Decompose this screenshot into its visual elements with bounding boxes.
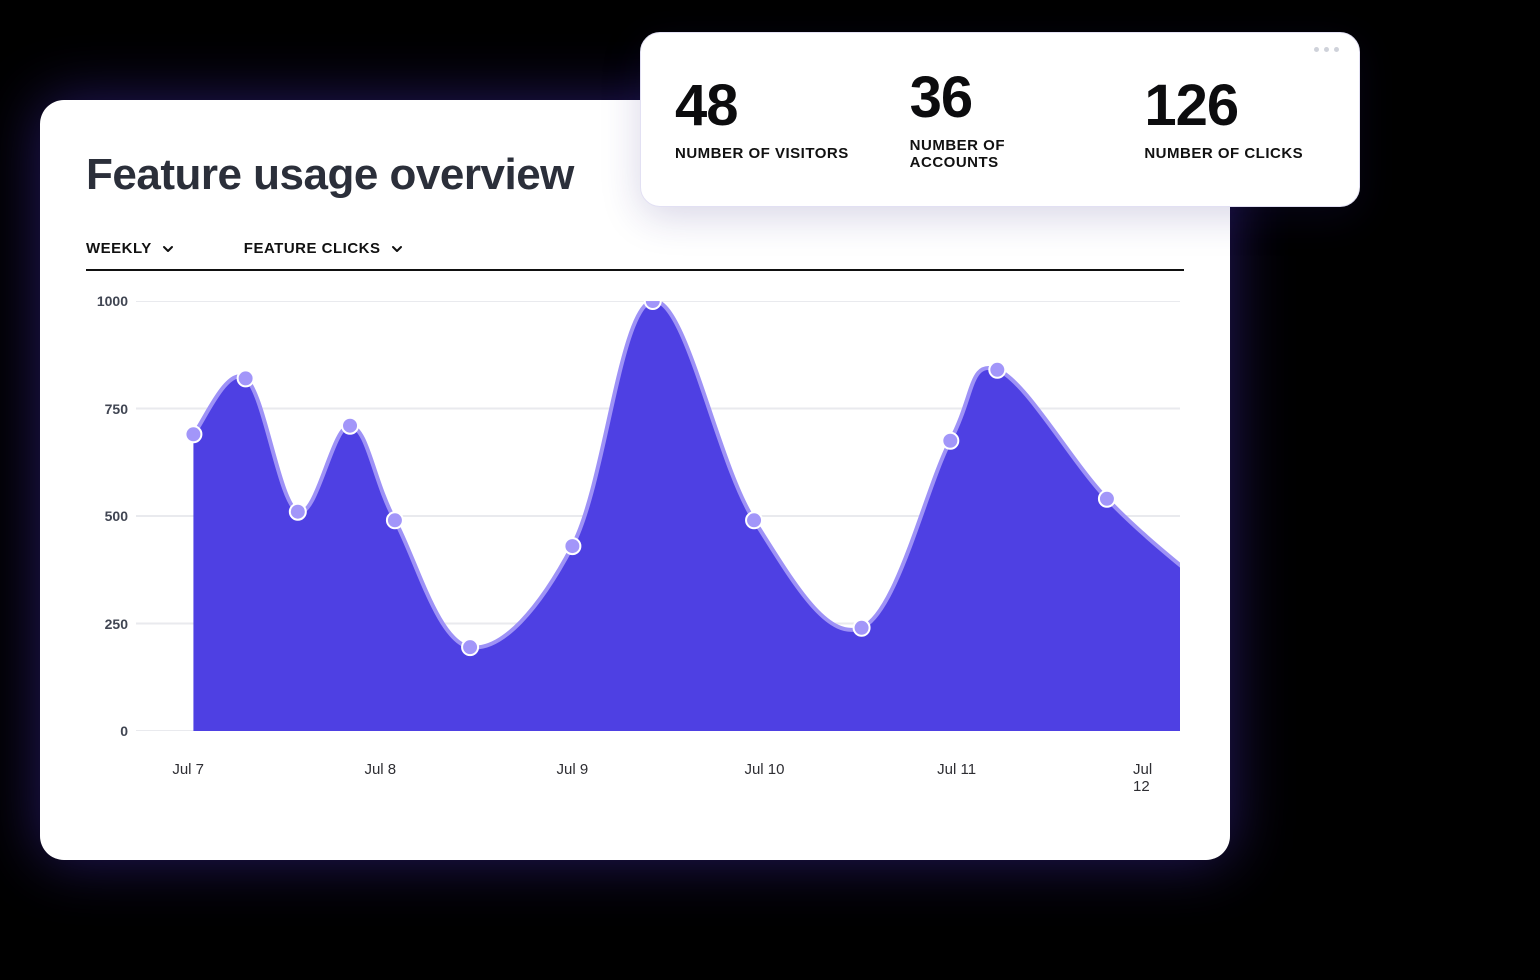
dot-icon — [1314, 47, 1319, 52]
x-tick-label: Jul 8 — [364, 761, 396, 778]
stat-accounts: 36 NUMBER OF ACCOUNTS — [910, 69, 1091, 171]
x-tick-label: Jul 10 — [744, 761, 784, 778]
stats-card: 48 NUMBER OF VISITORS 36 NUMBER OF ACCOU… — [640, 32, 1360, 207]
y-tick-label: 500 — [105, 508, 128, 524]
stat-visitors-label: NUMBER OF VISITORS — [675, 145, 856, 162]
dot-icon — [1334, 47, 1339, 52]
x-tick-label: Jul 9 — [557, 761, 589, 778]
stat-visitors-value: 48 — [675, 77, 856, 135]
metric-filter-label: FEATURE CLICKS — [244, 240, 381, 257]
chevron-down-icon — [391, 243, 403, 255]
x-tick-label: Jul 11 — [937, 761, 976, 778]
stat-accounts-value: 36 — [910, 69, 1091, 127]
chart-area: 02505007501000 Jul 7Jul 8Jul 9Jul 10Jul … — [86, 301, 1184, 801]
y-tick-label: 1000 — [97, 293, 128, 309]
area-chart — [136, 301, 1180, 731]
more-options-button[interactable] — [1314, 47, 1339, 52]
area-chart-svg — [136, 301, 1180, 731]
stat-accounts-label: NUMBER OF ACCOUNTS — [910, 137, 1091, 171]
x-tick-label: Jul 12 — [1133, 761, 1164, 795]
filter-bar: WEEKLY FEATURE CLICKS — [86, 240, 1184, 271]
main-chart-card: Feature usage overview WEEKLY FEATURE CL… — [40, 100, 1230, 860]
range-filter[interactable]: WEEKLY — [86, 240, 174, 257]
y-tick-label: 0 — [120, 723, 128, 739]
x-tick-label: Jul 7 — [172, 761, 204, 778]
chevron-down-icon — [162, 243, 174, 255]
stat-clicks-label: NUMBER OF CLICKS — [1144, 145, 1325, 162]
stat-clicks-value: 126 — [1144, 77, 1325, 135]
y-axis-ticks: 02505007501000 — [86, 301, 136, 731]
range-filter-label: WEEKLY — [86, 240, 152, 257]
stat-clicks: 126 NUMBER OF CLICKS — [1144, 77, 1325, 162]
stat-visitors: 48 NUMBER OF VISITORS — [675, 77, 856, 162]
dot-icon — [1324, 47, 1329, 52]
y-tick-label: 750 — [105, 401, 128, 417]
y-tick-label: 250 — [105, 616, 128, 632]
metric-filter[interactable]: FEATURE CLICKS — [244, 240, 403, 257]
